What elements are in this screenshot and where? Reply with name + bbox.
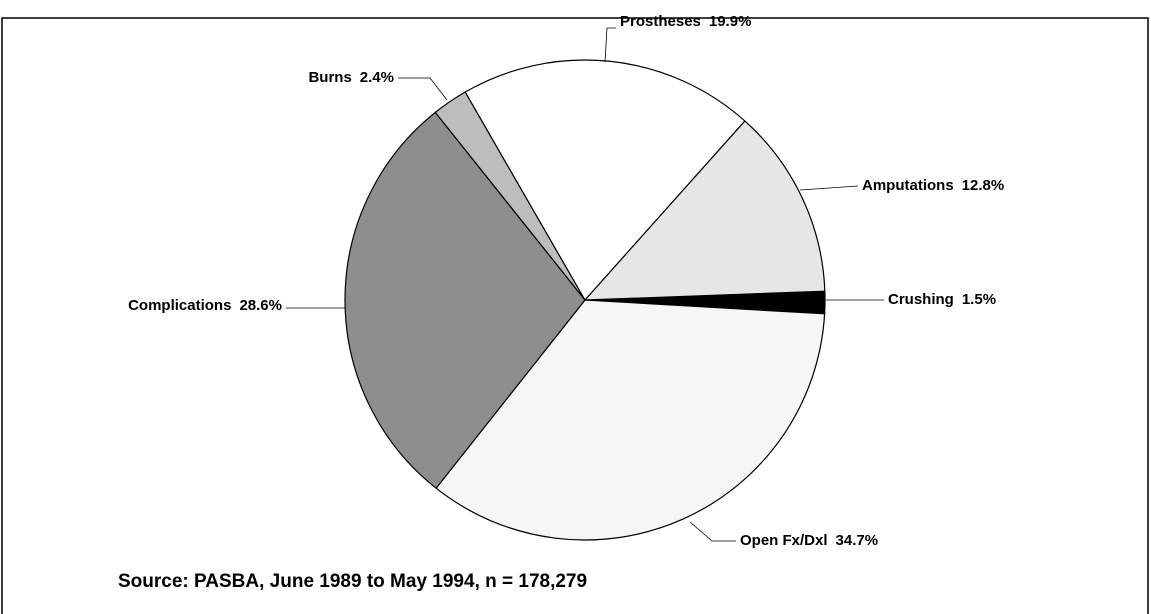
category-label: Burns — [308, 69, 351, 86]
value-label: 34.7% — [836, 532, 879, 549]
leader-line — [604, 27, 616, 63]
slice-label: Amputations 12.8% — [862, 177, 1004, 194]
value-label: 2.4% — [360, 69, 394, 86]
slice-label: Crushing 1.5% — [888, 291, 996, 308]
slice-label: Burns 2.4% — [308, 69, 394, 86]
pie-slice — [344, 111, 586, 490]
leader-line — [689, 521, 736, 542]
frame — [1, 17, 1149, 614]
leader-line — [799, 185, 859, 191]
source-note: Source: PASBA, June 1989 to May 1994, n … — [118, 571, 587, 592]
value-label: 1.5% — [962, 291, 996, 308]
category-label: Prostheses — [620, 13, 701, 30]
value-label: 19.9% — [709, 13, 752, 30]
category-label: Amputations — [862, 177, 954, 194]
category-label: Complications — [128, 297, 231, 314]
value-label: 28.6% — [239, 297, 282, 314]
pie-slice — [435, 299, 826, 541]
slice-label: Open Fx/Dxl 34.7% — [740, 532, 878, 549]
category-label: Crushing — [888, 291, 954, 308]
slice-label: Prostheses 19.9% — [620, 13, 751, 30]
pie-slice — [464, 59, 746, 302]
pie-slice — [583, 120, 826, 301]
category-label: Open Fx/Dxl — [740, 532, 828, 549]
value-label: 12.8% — [962, 177, 1005, 194]
leader-line — [398, 77, 448, 101]
slice-label: Complications 28.6% — [128, 297, 282, 314]
